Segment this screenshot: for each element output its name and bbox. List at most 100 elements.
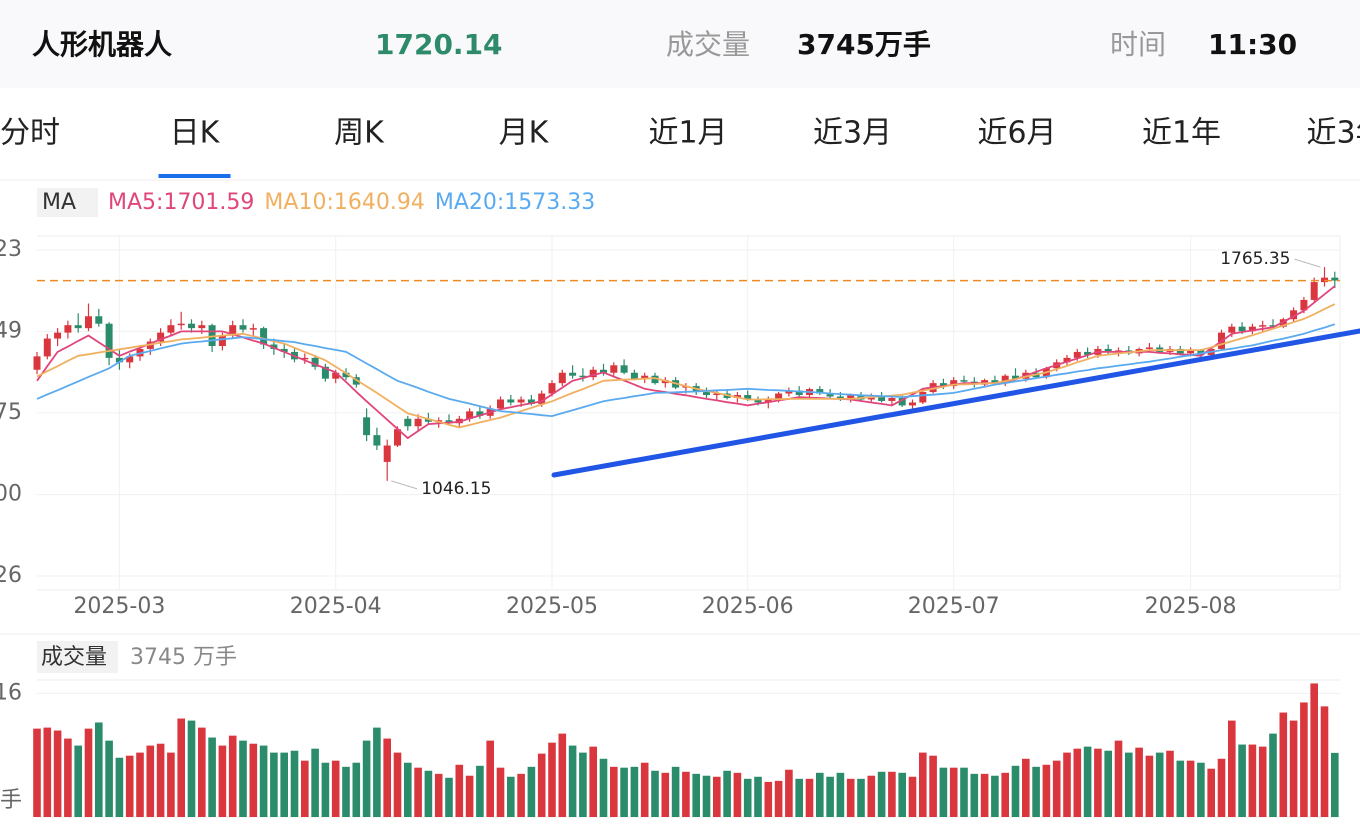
candle-body <box>1269 325 1277 327</box>
volume-bar <box>846 778 855 817</box>
high-label: 1765.35 <box>1220 249 1290 269</box>
volume-bar <box>33 728 41 817</box>
volume-bar <box>908 776 917 817</box>
candle-body <box>249 328 257 330</box>
volume-bar <box>1032 766 1040 817</box>
volume-bar <box>1125 752 1133 817</box>
high-connector <box>1294 258 1321 268</box>
candle-body <box>33 356 41 370</box>
volume-bar <box>692 773 700 817</box>
candle-body <box>847 395 855 398</box>
trend-line <box>551 328 1360 478</box>
volume-bar <box>1114 740 1123 817</box>
tab[interactable]: 月K <box>499 116 550 151</box>
volume-bar <box>445 777 453 817</box>
volume-bar <box>1063 752 1071 817</box>
stock-name: 人形机器人 <box>32 28 172 61</box>
candle-body <box>960 380 968 382</box>
tab[interactable]: 分时 <box>0 116 60 151</box>
candle-body <box>1259 325 1267 327</box>
x-tick-label: 2025-04 <box>290 594 382 619</box>
volume-bar <box>1176 760 1185 817</box>
volume-bar <box>785 769 793 817</box>
volume-bar <box>115 757 124 817</box>
ma-line <box>36 303 1336 429</box>
candle-body <box>919 392 927 403</box>
tab[interactable]: 近6月 <box>977 116 1056 151</box>
candle-body <box>620 365 628 373</box>
candle-body <box>764 399 772 403</box>
volume-bar <box>826 776 834 817</box>
candle-body <box>826 393 834 397</box>
volume-bar <box>239 740 247 817</box>
volume-bar <box>496 767 505 817</box>
volume-bar <box>517 773 525 817</box>
volume-bar <box>424 770 433 817</box>
candle-body <box>527 399 535 404</box>
candle-body <box>167 325 175 333</box>
candle-body <box>939 383 947 387</box>
volume-bar <box>991 775 999 817</box>
candle-body <box>703 392 710 396</box>
candle-body <box>888 397 896 401</box>
candle-body <box>229 325 237 336</box>
tab[interactable]: 日K <box>170 116 221 151</box>
volume-bar <box>1207 768 1215 817</box>
candle-body <box>270 344 278 349</box>
candle-body <box>991 380 999 384</box>
volume-bar <box>455 764 464 817</box>
volume-bar <box>280 752 288 817</box>
volume-bar <box>1331 752 1339 817</box>
volume-bar <box>671 766 680 817</box>
tab[interactable]: 近1年 <box>1142 116 1221 151</box>
tab[interactable]: 近3月 <box>813 116 892 151</box>
volume-bar <box>43 727 52 817</box>
tab[interactable]: 近1月 <box>648 116 727 151</box>
candle-body <box>1145 347 1153 349</box>
volume-bar <box>1042 764 1051 817</box>
candle-body <box>795 390 803 396</box>
volume-bar <box>1135 747 1143 817</box>
volume-bar <box>929 755 937 817</box>
volume-bar <box>383 738 391 817</box>
volume-bar <box>568 745 577 817</box>
volume-bar <box>331 760 340 817</box>
candle-body <box>1176 348 1184 354</box>
candle-body <box>507 399 515 403</box>
volume-bar <box>723 770 731 817</box>
volume-legend-value: 3745 万手 <box>130 645 237 670</box>
candle-body <box>342 372 350 378</box>
volume-bar <box>156 743 165 817</box>
volume-bar <box>311 748 319 817</box>
volume-bar <box>558 733 567 817</box>
volume-bar <box>301 760 309 817</box>
legend-entry: MA5:1701.59 <box>108 190 254 215</box>
tab[interactable]: 周K <box>334 116 385 151</box>
y-tick-label: 7216 <box>0 680 22 705</box>
volume-bar <box>414 767 422 817</box>
volume-bar <box>321 762 330 817</box>
volume-bar <box>249 743 258 817</box>
volume-bar <box>1052 760 1061 817</box>
candle-body <box>105 323 113 358</box>
volume-bar <box>146 745 155 817</box>
candle-body <box>424 418 432 422</box>
volume-bar <box>589 746 597 817</box>
volume-bar <box>136 752 144 817</box>
volume-bar <box>1248 744 1257 817</box>
candle-body <box>198 325 206 329</box>
volume-bar <box>836 772 845 817</box>
volume-plot: 7216 <box>0 680 1340 817</box>
x-tick-label: 2025-08 <box>1145 594 1237 619</box>
candle-body <box>1310 282 1318 300</box>
candle-body <box>775 393 783 400</box>
candle-body <box>85 316 92 329</box>
candle-body <box>1187 350 1195 354</box>
candle-body <box>1331 277 1339 281</box>
candle-body <box>332 372 340 379</box>
volume-bar <box>795 778 803 817</box>
tab[interactable]: 近3年 <box>1306 116 1360 151</box>
header-bg <box>0 0 1360 88</box>
candle-body <box>785 390 793 394</box>
ma-title: MA <box>42 190 76 215</box>
